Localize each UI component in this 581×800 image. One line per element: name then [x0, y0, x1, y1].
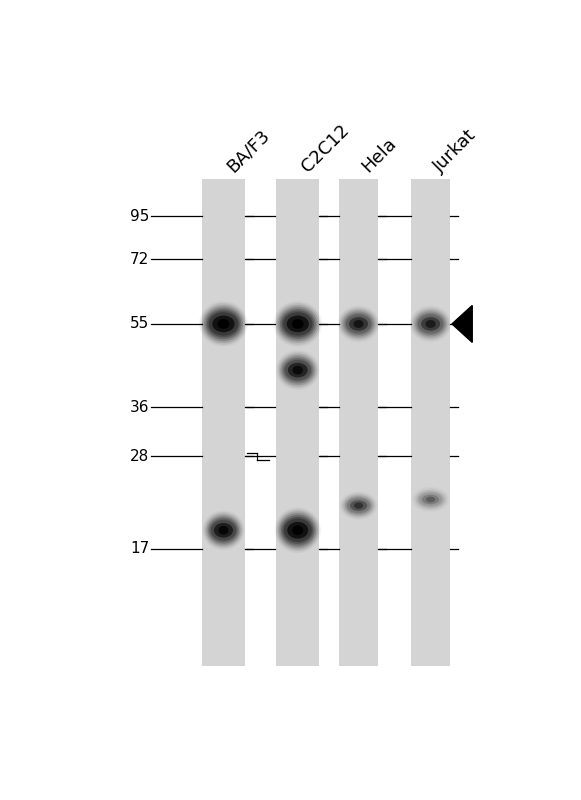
Ellipse shape — [339, 307, 378, 341]
Ellipse shape — [208, 517, 239, 544]
Ellipse shape — [206, 309, 242, 339]
Ellipse shape — [343, 311, 374, 337]
Bar — [277, 179, 319, 666]
Ellipse shape — [282, 357, 314, 383]
Ellipse shape — [204, 306, 243, 341]
Ellipse shape — [340, 309, 377, 339]
Ellipse shape — [414, 310, 447, 338]
Ellipse shape — [275, 303, 321, 345]
Ellipse shape — [346, 314, 371, 334]
Ellipse shape — [218, 526, 228, 534]
Ellipse shape — [343, 495, 374, 517]
Ellipse shape — [218, 319, 229, 329]
Ellipse shape — [285, 360, 311, 380]
Ellipse shape — [422, 494, 439, 504]
Ellipse shape — [283, 358, 313, 382]
Ellipse shape — [204, 512, 243, 549]
Ellipse shape — [207, 310, 240, 338]
Ellipse shape — [418, 492, 443, 507]
Ellipse shape — [209, 312, 238, 336]
Ellipse shape — [283, 312, 313, 336]
Text: 72: 72 — [130, 252, 149, 266]
Ellipse shape — [426, 497, 435, 502]
Ellipse shape — [207, 515, 241, 546]
Ellipse shape — [211, 520, 236, 541]
Text: 17: 17 — [130, 542, 149, 556]
Text: Jurkat: Jurkat — [431, 126, 480, 176]
Ellipse shape — [347, 498, 370, 513]
Ellipse shape — [346, 497, 371, 514]
Text: C2C12: C2C12 — [297, 122, 353, 176]
Ellipse shape — [286, 315, 309, 332]
Ellipse shape — [415, 311, 446, 337]
Ellipse shape — [425, 320, 436, 328]
Text: Hela: Hela — [358, 134, 400, 176]
Ellipse shape — [421, 317, 440, 330]
Ellipse shape — [280, 355, 315, 386]
Text: 55: 55 — [130, 317, 149, 331]
Ellipse shape — [354, 502, 363, 509]
Ellipse shape — [418, 314, 443, 334]
Ellipse shape — [292, 366, 303, 374]
Text: 36: 36 — [130, 399, 149, 414]
Ellipse shape — [342, 310, 375, 338]
Text: BA/F3: BA/F3 — [224, 126, 273, 176]
Ellipse shape — [277, 352, 318, 389]
Ellipse shape — [287, 522, 309, 538]
Ellipse shape — [284, 518, 311, 542]
Ellipse shape — [345, 313, 372, 335]
Ellipse shape — [345, 496, 372, 515]
Polygon shape — [452, 306, 472, 342]
Bar — [339, 179, 378, 666]
Ellipse shape — [417, 313, 444, 335]
Bar — [202, 179, 245, 666]
Ellipse shape — [276, 510, 320, 551]
Ellipse shape — [281, 310, 314, 338]
Ellipse shape — [281, 515, 315, 546]
Ellipse shape — [278, 511, 318, 550]
Ellipse shape — [280, 309, 315, 339]
Ellipse shape — [349, 317, 368, 330]
Ellipse shape — [214, 523, 233, 538]
Ellipse shape — [419, 493, 442, 506]
Ellipse shape — [202, 305, 245, 343]
Ellipse shape — [288, 362, 308, 378]
Ellipse shape — [205, 514, 242, 547]
Ellipse shape — [278, 306, 317, 341]
Ellipse shape — [342, 494, 375, 518]
Bar — [411, 179, 450, 666]
Ellipse shape — [200, 303, 246, 345]
Ellipse shape — [292, 319, 304, 329]
Ellipse shape — [277, 305, 319, 343]
Text: 95: 95 — [130, 209, 149, 224]
Ellipse shape — [213, 315, 235, 332]
Text: 28: 28 — [130, 449, 149, 464]
Ellipse shape — [353, 320, 364, 328]
Ellipse shape — [417, 491, 444, 508]
Ellipse shape — [282, 517, 313, 544]
Ellipse shape — [350, 501, 367, 511]
Ellipse shape — [292, 526, 303, 535]
Ellipse shape — [209, 518, 238, 542]
Ellipse shape — [279, 354, 317, 387]
Ellipse shape — [279, 513, 316, 547]
Ellipse shape — [413, 309, 449, 339]
